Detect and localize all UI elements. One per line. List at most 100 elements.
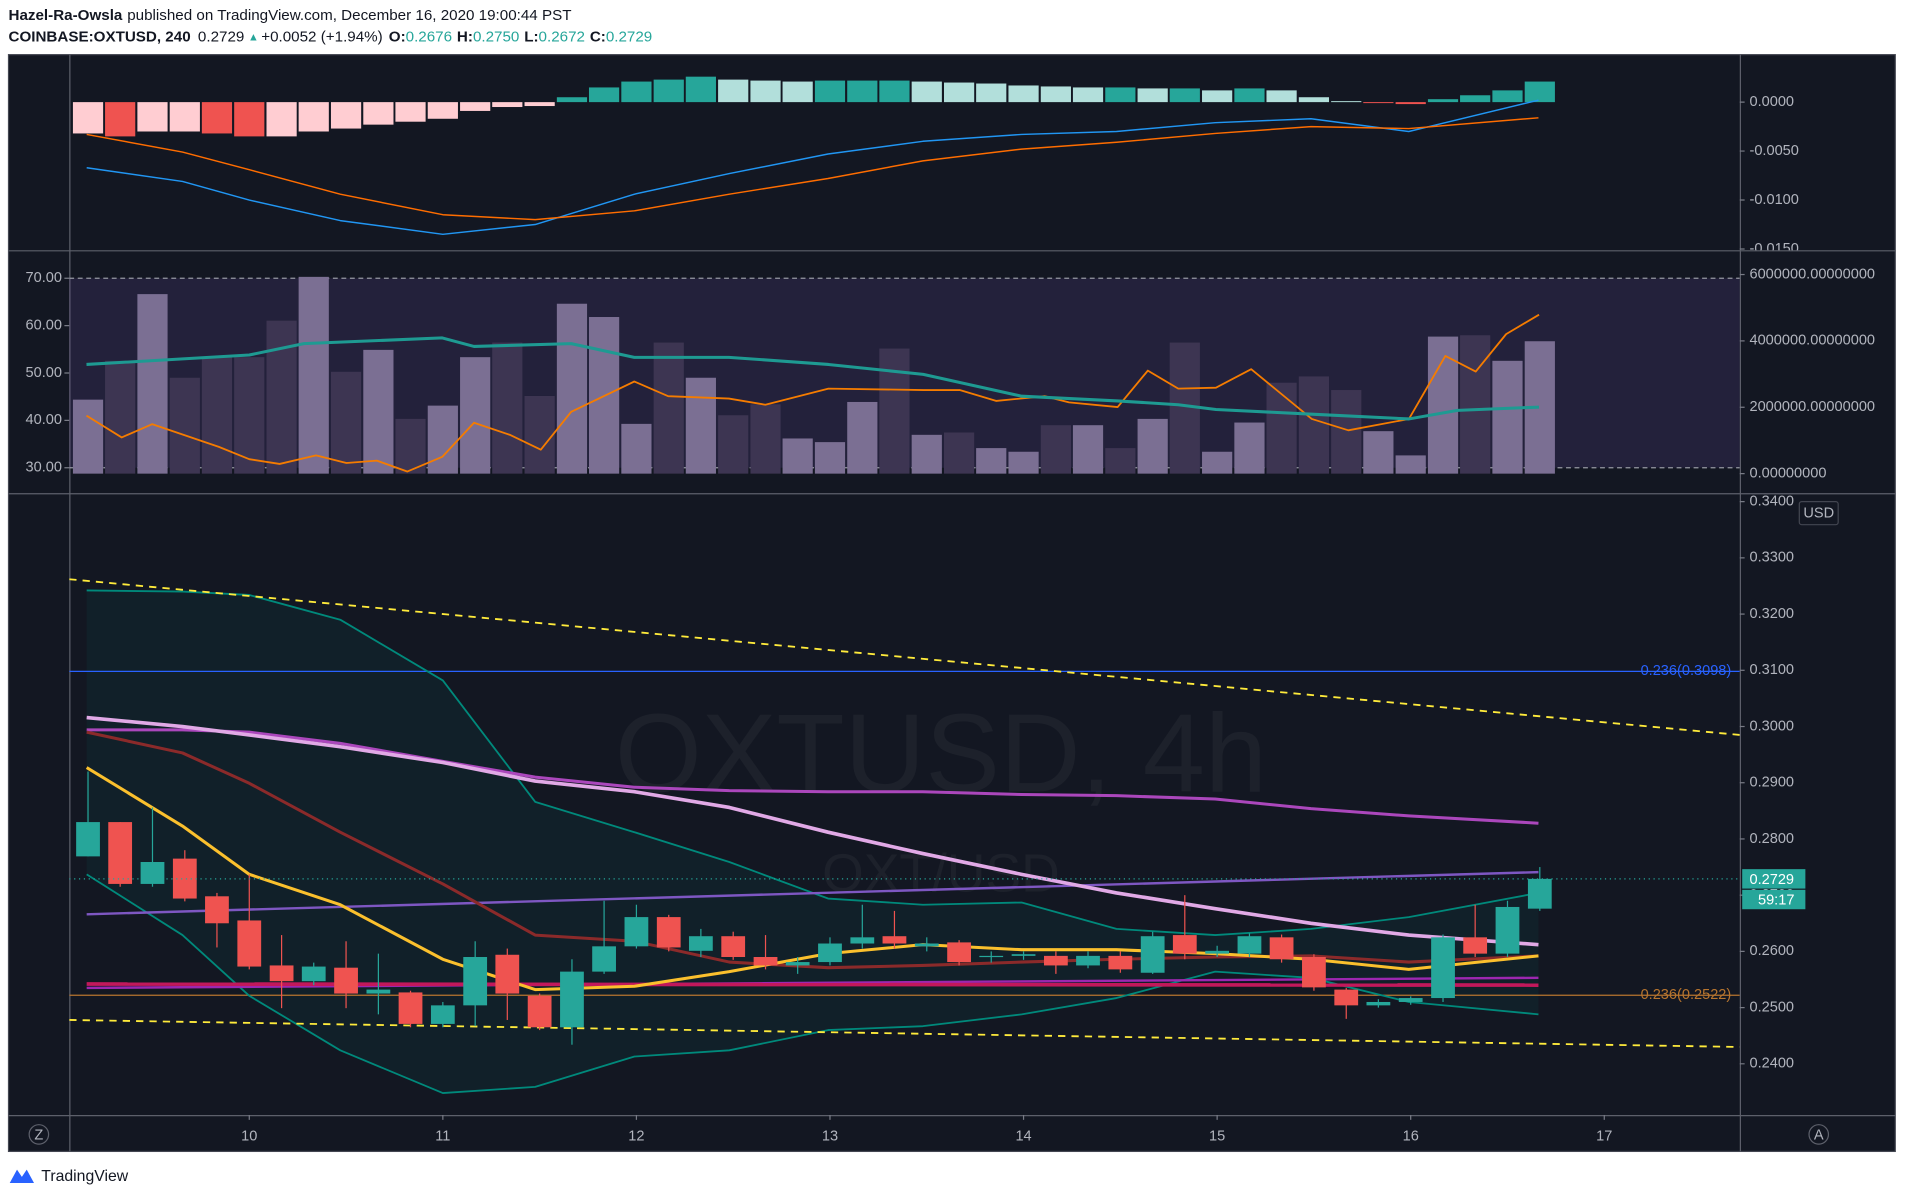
- series-line: [86, 982, 1539, 987]
- toolbar-label[interactable]: Z: [34, 1127, 43, 1143]
- last: 0.2729: [198, 29, 244, 46]
- volume-bar: [685, 377, 716, 474]
- histogram-bar: [1040, 86, 1071, 103]
- volume-bar: [1040, 425, 1071, 474]
- candle-body: [1527, 878, 1552, 909]
- histogram-bar: [330, 102, 362, 129]
- candle-body: [1302, 957, 1326, 988]
- candle-body: [1334, 989, 1359, 1006]
- symbol: COINBASE:OXTUSD, 240: [9, 29, 191, 46]
- series-line: [86, 117, 1539, 221]
- histogram-bar: [266, 102, 297, 137]
- histogram-bar: [169, 102, 200, 132]
- volume-bar: [718, 415, 749, 474]
- candle-body: [1237, 936, 1262, 954]
- volume-bar: [492, 342, 523, 474]
- currency: USD: [1803, 506, 1834, 522]
- candle-body: [1205, 950, 1230, 954]
- last-price-label: 0.2729: [1749, 872, 1794, 888]
- y-tick-label: 0.3200: [1749, 606, 1794, 622]
- histogram-bar: [1072, 87, 1104, 103]
- series-line: [85, 313, 1540, 473]
- y-tick-label: -0.0150: [1749, 241, 1798, 257]
- volume-bar: [1137, 418, 1168, 474]
- candle-body: [1431, 937, 1455, 999]
- candle-body: [1043, 955, 1068, 966]
- pane: [72, 76, 1555, 236]
- y-tick-label: 0.3300: [1749, 550, 1794, 566]
- candle-body: [1366, 1001, 1391, 1006]
- ohlc-key: C:: [590, 29, 606, 46]
- histogram-bar: [588, 87, 620, 103]
- volume-bar: [201, 357, 233, 474]
- axis: 0.0000 -0.0050 -0.0100 -0.0150: [1739, 94, 1799, 257]
- histogram-bar: [1492, 90, 1523, 103]
- candle-body: [753, 957, 778, 966]
- candle-body: [624, 917, 649, 947]
- histogram-bar: [395, 102, 426, 122]
- histogram-bar: [1266, 90, 1297, 103]
- histogram-bar: [718, 79, 749, 103]
- brand: TradingView: [41, 1168, 128, 1185]
- volume-bar: [298, 276, 329, 474]
- y-tick-label: 70.00: [26, 270, 62, 286]
- histogram-bar: [137, 102, 168, 132]
- histogram-bar: [621, 81, 652, 103]
- histogram-bar: [427, 102, 458, 119]
- histogram-bar: [105, 102, 136, 137]
- volume-bar: [105, 360, 136, 474]
- series-line: [86, 589, 1539, 936]
- histogram-bar: [298, 102, 329, 132]
- candle-body: [334, 967, 358, 994]
- candle-body: [269, 965, 294, 982]
- histogram-bar: [782, 81, 813, 103]
- toolbar-button[interactable]: [1808, 1124, 1830, 1145]
- histogram-bar: [1524, 81, 1555, 103]
- histogram-bar: [460, 102, 491, 111]
- toolbar-label[interactable]: A: [1814, 1127, 1824, 1143]
- candle-body: [882, 936, 907, 944]
- histogram-bar: [524, 102, 555, 107]
- ohlc-value: 0.2729: [606, 29, 652, 46]
- candle-body: [108, 822, 133, 884]
- histogram-bar: [847, 80, 878, 103]
- volume-bar: [621, 423, 652, 474]
- histogram-bar: [1395, 102, 1426, 105]
- histogram-bar: [556, 97, 588, 103]
- toolbar-button[interactable]: [28, 1124, 50, 1145]
- volume-bar: [137, 294, 168, 474]
- candle-body: [1011, 954, 1036, 956]
- series-line: [86, 870, 1539, 916]
- histogram-bar: [1202, 90, 1233, 103]
- x-tick-label: 12: [628, 1129, 644, 1145]
- y-tick-label: 60.00: [26, 317, 62, 333]
- watermark: OXTUSD, 4h: [615, 691, 1267, 816]
- ohlc-value: 0.2672: [539, 29, 585, 46]
- series-line: [86, 728, 1539, 825]
- fib-label: 0.236(0.2522): [1641, 987, 1732, 1003]
- volume-bar: [427, 405, 458, 474]
- volume-bar: [879, 348, 910, 474]
- y-tick-label: 6000000.00000000: [1749, 266, 1875, 282]
- published: published on TradingView.com, December 1…: [127, 7, 571, 24]
- candle-body: [463, 957, 488, 1006]
- candle-body: [1140, 936, 1165, 973]
- histogram-bar: [1234, 88, 1265, 103]
- candle-body: [818, 943, 842, 963]
- volume-bar: [814, 442, 846, 474]
- x-tick-label: 14: [1015, 1129, 1031, 1145]
- volume-bar: [72, 399, 104, 474]
- candle-body: [947, 942, 971, 963]
- y-tick-label: 2000000.00000000: [1749, 399, 1875, 415]
- candle-body: [1172, 935, 1197, 954]
- volume-bar: [976, 448, 1007, 474]
- y-tick-label: -0.0050: [1749, 143, 1798, 159]
- volume-bar: [1331, 390, 1362, 474]
- volume-bar: [1202, 451, 1233, 474]
- x-tick-label: 15: [1209, 1129, 1225, 1145]
- histogram-bar: [911, 81, 942, 103]
- histogram-bar: [1363, 102, 1394, 104]
- candle-body: [1463, 937, 1488, 954]
- publish-line: Hazel-Ra-Owsla published on TradingView.c…: [9, 7, 572, 24]
